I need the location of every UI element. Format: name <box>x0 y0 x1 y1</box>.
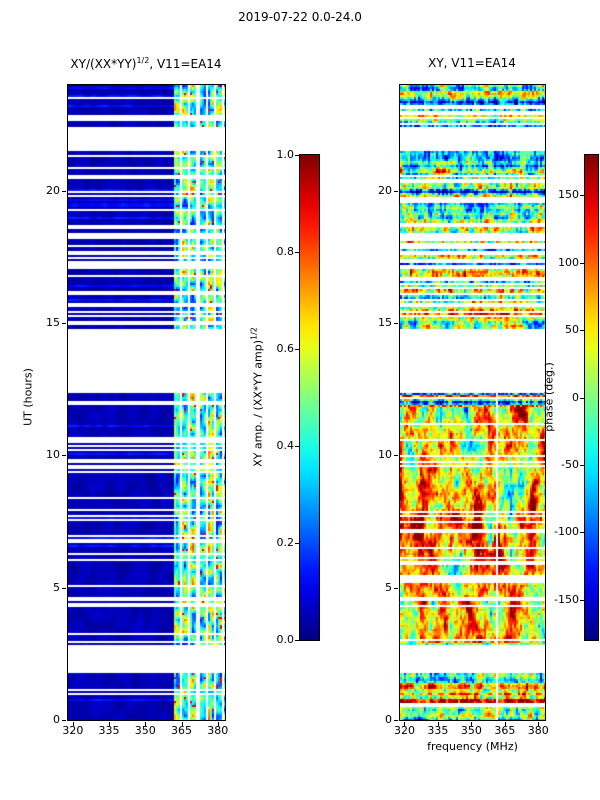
x-tick-label: 350 <box>134 724 156 737</box>
colorbar-tick-mark <box>580 195 584 196</box>
colorbar-tick-mark <box>580 532 584 533</box>
colorbar-tick-mark <box>295 640 299 641</box>
right-title-text: XY, V11=EA14 <box>428 56 516 70</box>
y-tick-mark <box>394 455 398 456</box>
colorbar-tick-mark <box>580 465 584 466</box>
x-tick-mark <box>182 722 183 726</box>
x-tick-mark <box>538 722 539 726</box>
y-tick-label: 15 <box>46 316 60 330</box>
phase-colorbar <box>584 154 599 641</box>
x-tick-label: 320 <box>393 724 415 737</box>
colorbar-tick-label: 1.0 <box>276 148 295 161</box>
x-tick-label: 320 <box>62 724 84 737</box>
x-tick-mark <box>404 722 405 726</box>
frequency-axis-label: frequency (MHz) <box>427 740 518 753</box>
colorbar-tick-label: -150 <box>554 592 579 606</box>
colorbar-tick-label: -50 <box>561 457 579 471</box>
left-title-sup: 1/2 <box>136 56 150 65</box>
right-panel-title: XY, V11=EA14 <box>372 56 572 70</box>
colorbar-tick-label: -100 <box>554 525 579 539</box>
right-heatmap-axes <box>399 84 546 721</box>
amp-colorbar <box>299 154 320 641</box>
x-tick-mark <box>73 722 74 726</box>
colorbar-tick-label: 0.2 <box>276 536 295 549</box>
colorbar-tick-label: 0.0 <box>276 633 295 646</box>
colorbar-tick-label: 50 <box>565 323 579 337</box>
y-tick-mark <box>62 588 66 589</box>
colorbar-tick-mark <box>295 155 299 156</box>
colorbar-tick-mark <box>580 398 584 399</box>
y-tick-label: 5 <box>53 580 60 594</box>
x-tick-label: 380 <box>207 724 229 737</box>
y-tick-label: 20 <box>46 183 60 197</box>
y-tick-mark <box>394 588 398 589</box>
colorbar-tick-mark <box>295 252 299 253</box>
x-tick-label: 335 <box>427 724 449 737</box>
y-tick-mark <box>62 720 66 721</box>
x-tick-mark <box>218 722 219 726</box>
amp-colorbar-label-sup: 1/2 <box>249 327 259 340</box>
colorbar-tick-label: 0.4 <box>276 439 295 452</box>
amp-colorbar-label-text: XY amp. / (XX*YY amp) <box>251 339 265 467</box>
left-title-prefix: XY/(XX*YY) <box>70 57 137 71</box>
y-tick-label: 0 <box>53 713 60 726</box>
x-tick-mark <box>471 722 472 726</box>
y-tick-mark <box>62 455 66 456</box>
left-title-suffix: , V11=EA14 <box>149 57 222 71</box>
x-tick-label: 380 <box>527 724 549 737</box>
y-tick-label: 0 <box>385 713 392 726</box>
ut-axis-label: UT (hours) <box>21 368 35 426</box>
colorbar-tick-label: 0.8 <box>276 245 295 258</box>
right-heatmap-canvas <box>400 85 545 720</box>
colorbar-tick-label: 100 <box>558 255 579 269</box>
colorbar-tick-label: 0.6 <box>276 342 295 355</box>
colorbar-tick-label: 150 <box>558 188 579 202</box>
y-tick-mark <box>394 191 398 192</box>
colorbar-tick-mark <box>295 349 299 350</box>
y-tick-mark <box>394 720 398 721</box>
x-tick-label: 350 <box>460 724 482 737</box>
x-tick-mark <box>145 722 146 726</box>
left-heatmap-axes <box>67 84 226 721</box>
x-tick-label: 365 <box>171 724 193 737</box>
y-tick-mark <box>394 323 398 324</box>
y-tick-label: 5 <box>385 580 392 594</box>
x-tick-mark <box>438 722 439 726</box>
x-tick-mark <box>505 722 506 726</box>
x-tick-label: 335 <box>98 724 120 737</box>
y-tick-label: 10 <box>378 448 392 462</box>
colorbar-tick-mark <box>580 330 584 331</box>
y-tick-label: 10 <box>46 448 60 462</box>
figure-title: 2019-07-22 0.0-24.0 <box>238 10 362 24</box>
left-panel-title: XY/(XX*YY)1/2, V11=EA14 <box>46 56 246 71</box>
left-heatmap-canvas <box>68 85 225 720</box>
colorbar-tick-mark <box>295 446 299 447</box>
amp-colorbar-label: XY amp. / (XX*YY amp)1/2 <box>250 327 265 467</box>
y-tick-mark <box>62 191 66 192</box>
colorbar-tick-mark <box>580 263 584 264</box>
y-tick-label: 20 <box>378 183 392 197</box>
x-tick-label: 365 <box>494 724 516 737</box>
colorbar-tick-mark <box>580 600 584 601</box>
colorbar-tick-mark <box>295 543 299 544</box>
y-tick-mark <box>62 323 66 324</box>
colorbar-tick-label: 0 <box>572 390 579 404</box>
y-tick-label: 15 <box>378 316 392 330</box>
x-tick-mark <box>109 722 110 726</box>
